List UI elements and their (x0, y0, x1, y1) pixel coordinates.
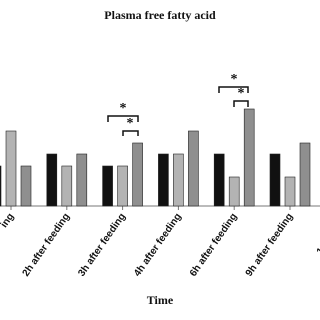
bar (173, 153, 184, 207)
x-tick-label: 9h after feeding (244, 211, 296, 278)
bracket (233, 100, 249, 107)
x-tick-label: 2h after feeding (21, 211, 73, 278)
bar (299, 142, 311, 207)
bar (228, 176, 240, 207)
bracket (218, 86, 249, 93)
bar (61, 165, 73, 207)
x-tick-label: 12h after f (315, 211, 320, 257)
bar (284, 176, 296, 207)
x-tick-label: 6h after feeding (188, 211, 240, 278)
bar (46, 153, 58, 207)
bar (213, 153, 225, 207)
bar (243, 108, 255, 207)
significance-star: * (127, 116, 134, 131)
significance-star: * (120, 101, 127, 116)
bar (188, 130, 199, 207)
bar (76, 153, 88, 207)
bar (0, 165, 2, 207)
bar (117, 165, 128, 207)
bar (102, 165, 113, 207)
bar (158, 153, 169, 207)
significance-brackets (107, 86, 249, 136)
significance-star: * (231, 72, 238, 87)
bar (132, 142, 143, 207)
x-tick-label: 3h after feeding (76, 211, 128, 278)
significance-star: * (238, 86, 245, 101)
bar (5, 130, 17, 207)
chart-title: Plasma free fatty acid (104, 8, 216, 22)
bar (269, 153, 281, 207)
bracket (107, 115, 139, 122)
x-axis-label: Time (147, 293, 174, 307)
x-tick-label: ing (0, 211, 16, 230)
bar (20, 165, 32, 207)
x-tick-label: 4h after feeding (132, 211, 184, 278)
bracket (122, 130, 139, 136)
